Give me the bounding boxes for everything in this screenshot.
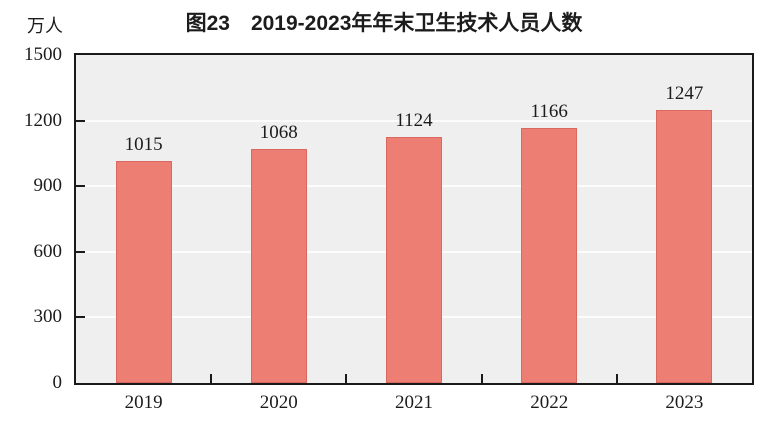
bar-value-label: 1166: [530, 101, 568, 123]
axis-tick-x: [345, 374, 348, 383]
axis-tick-y: [76, 185, 85, 188]
bar: [115, 161, 172, 383]
bar: [521, 128, 578, 383]
axis-tick-y: [76, 119, 85, 122]
y-axis-unit-label: 万人: [27, 16, 63, 36]
axis-tick-y: [76, 250, 85, 253]
bar: [656, 110, 713, 383]
y-tick-label: 300: [33, 306, 63, 328]
y-tick-label: 900: [33, 175, 63, 197]
y-tick-label: 1200: [24, 109, 62, 131]
bar-value-label: 1124: [395, 110, 433, 132]
axis-tick-x: [480, 374, 483, 383]
axis-tick-y: [76, 316, 85, 319]
bar-value-label: 1068: [259, 122, 298, 144]
bar: [386, 137, 442, 383]
bar-value-label: 1015: [124, 134, 163, 156]
plot-area: 1015 1068 1124 1166 1247: [74, 53, 754, 385]
x-tick-label: 2021: [395, 392, 433, 413]
y-tick-label: 0: [52, 372, 63, 393]
bar-value-label: 1247: [665, 83, 704, 105]
gridline: [76, 119, 752, 122]
y-tick-label: 600: [33, 240, 63, 262]
bar: [250, 149, 307, 383]
x-tick-label: 2022: [530, 392, 569, 413]
axis-tick-x: [615, 374, 618, 383]
chart-title: 图23 2019-2023年年末卫生技术人员人数: [185, 12, 583, 35]
axis-tick-x: [210, 374, 213, 383]
y-tick-label: 1500: [24, 44, 62, 65]
x-tick-label: 2023: [665, 392, 704, 413]
x-tick-label: 2019: [124, 392, 163, 413]
x-tick-label: 2020: [259, 392, 298, 413]
